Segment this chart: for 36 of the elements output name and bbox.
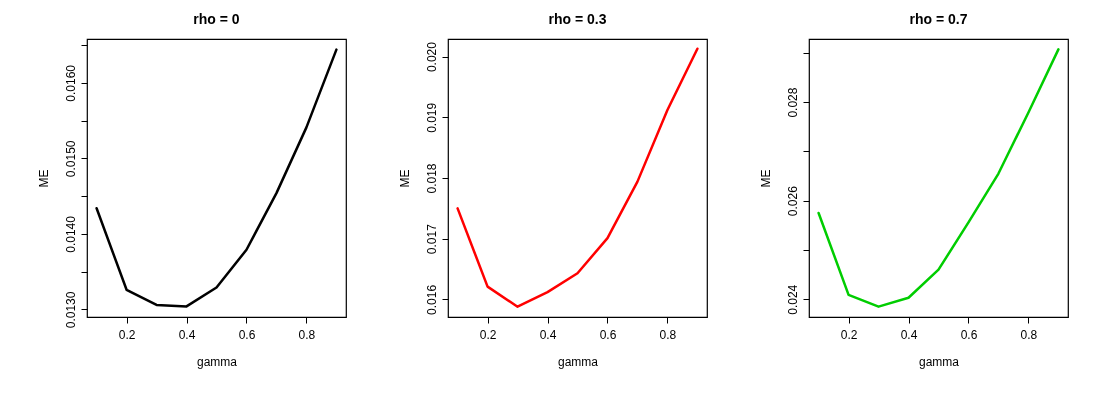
x-tick-label: 0.6 xyxy=(599,327,617,342)
y-tick-label: 0.0150 xyxy=(63,140,78,178)
line-series xyxy=(95,48,338,308)
x-tick-label: 0.2 xyxy=(840,327,858,342)
y-tick-label: 0.016 xyxy=(424,284,439,315)
x-tick-label: 0.6 xyxy=(960,327,978,342)
y-tick-label: 0.028 xyxy=(785,87,800,118)
x-tick-label: 0.8 xyxy=(298,327,316,342)
x-tick-label: 0.8 xyxy=(1020,327,1038,342)
y-tick-label: 0.0130 xyxy=(63,291,78,329)
line-series xyxy=(456,47,699,308)
line-series xyxy=(817,48,1060,308)
y-tick-label: 0.018 xyxy=(424,163,439,194)
x-axis-title: gamma xyxy=(918,354,960,369)
y-tick-label: 0.0140 xyxy=(63,215,78,253)
y-axis-title: ME xyxy=(36,169,51,188)
y-tick-label: 0.017 xyxy=(424,223,439,255)
x-tick-label: 0.6 xyxy=(238,327,256,342)
chart-title: rho = 0.3 xyxy=(548,11,607,27)
chart-title: rho = 0 xyxy=(193,11,240,27)
chart-title: rho = 0.7 xyxy=(909,11,968,27)
y-axis-title: ME xyxy=(758,169,773,188)
x-tick-label: 0.8 xyxy=(659,327,677,342)
y-tick-label: 0.019 xyxy=(424,102,439,133)
y-tick-label: 0.024 xyxy=(785,284,800,315)
x-axis-title: gamma xyxy=(557,354,599,369)
x-axis-title: gamma xyxy=(196,354,238,369)
x-tick-label: 0.4 xyxy=(900,327,918,342)
x-tick-label: 0.2 xyxy=(479,327,497,342)
y-tick-label: 0.020 xyxy=(424,41,439,73)
x-tick-label: 0.2 xyxy=(118,327,136,342)
x-tick-label: 0.4 xyxy=(539,327,557,342)
y-axis-title: ME xyxy=(397,169,412,188)
y-tick-label: 0.026 xyxy=(785,185,800,217)
x-tick-label: 0.4 xyxy=(178,327,196,342)
y-tick-label: 0.0160 xyxy=(63,64,78,102)
